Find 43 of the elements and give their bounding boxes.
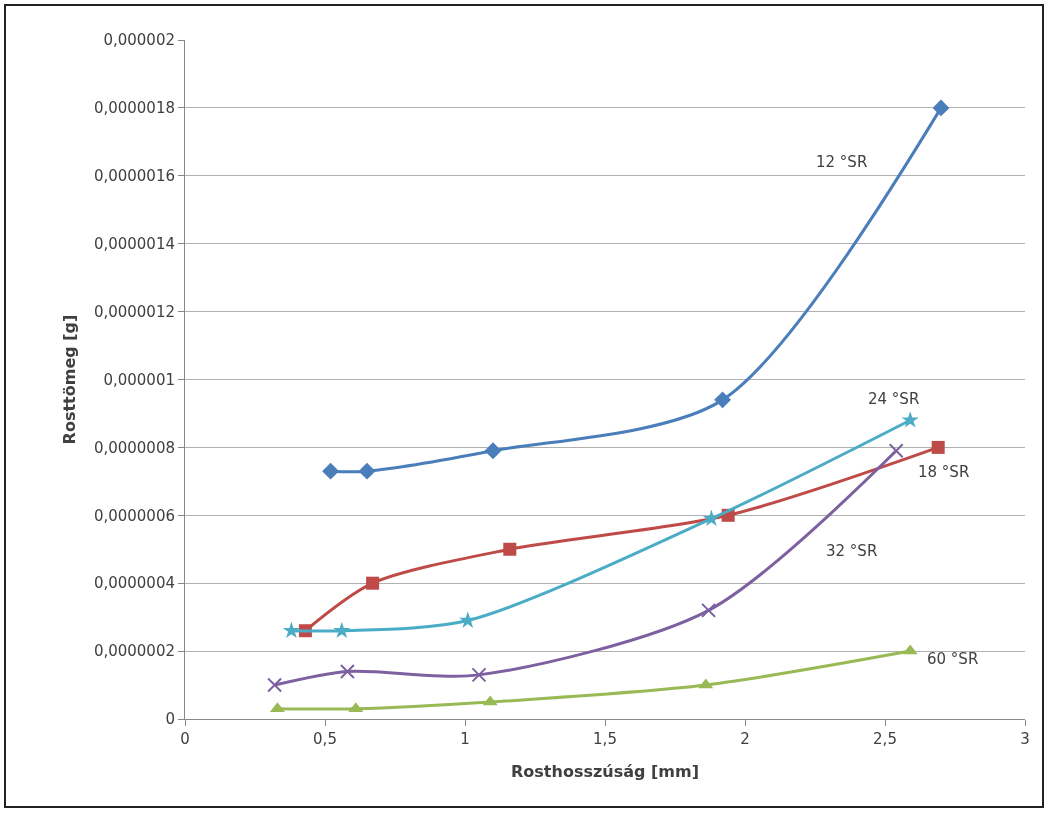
y-tick-label: 0,0000018 [93, 99, 175, 118]
x-tick-label: 0 [180, 730, 190, 748]
y-tick-label: 0,0000008 [93, 438, 175, 457]
y-tick-label: 0 [165, 710, 175, 729]
point [701, 602, 717, 618]
y-tick-label: 0,000001 [103, 370, 175, 389]
series-label: 60 °SR [927, 650, 979, 668]
series-label: 24 °SR [868, 390, 920, 408]
point [471, 667, 487, 683]
point [932, 99, 950, 117]
point [339, 663, 355, 679]
point [484, 442, 502, 460]
point [267, 677, 283, 693]
point [702, 509, 721, 527]
point [888, 443, 904, 459]
point [931, 440, 945, 454]
x-tick-label: 2,5 [873, 730, 897, 748]
point [366, 576, 380, 590]
x-tick-label: 2 [740, 730, 750, 748]
series-label: 32 °SR [826, 542, 878, 560]
y-tick-label: 0,0000006 [93, 506, 175, 525]
x-tick-label: 1,5 [593, 730, 617, 748]
point [282, 621, 301, 639]
y-tick-label: 0,0000016 [93, 167, 175, 186]
x-tick-label: 0,5 [313, 730, 337, 748]
y-tick-label: 0,0000004 [93, 574, 175, 593]
point [503, 542, 517, 556]
point [322, 462, 340, 480]
x-axis-title: Rosthosszúság [mm] [511, 762, 699, 781]
point [459, 611, 477, 628]
point [358, 462, 376, 480]
point [333, 621, 351, 639]
point [714, 391, 732, 409]
series-label: 12 °SR [816, 153, 868, 171]
y-tick-label: 0,0000002 [93, 642, 175, 661]
y-tick-label: 0,000002 [103, 31, 175, 50]
point [901, 411, 919, 428]
y-axis-title: Rosttömeg [g] [59, 314, 79, 445]
x-tick-label: 1 [460, 730, 470, 748]
y-tick-label: 0,0000014 [93, 234, 175, 253]
y-tick-label: 0,0000012 [93, 302, 175, 321]
series-label: 18 °SR [918, 463, 970, 481]
x-tick-label: 3 [1020, 730, 1030, 748]
